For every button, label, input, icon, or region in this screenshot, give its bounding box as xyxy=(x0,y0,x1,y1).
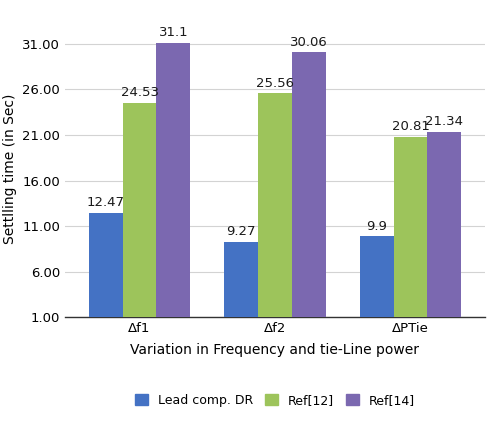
Bar xyxy=(292,52,326,327)
Bar xyxy=(156,43,190,327)
Text: 30.06: 30.06 xyxy=(290,36,328,49)
Text: 12.47: 12.47 xyxy=(86,196,124,209)
Text: 31.1: 31.1 xyxy=(158,26,188,39)
Bar xyxy=(258,93,292,327)
Legend: Lead comp. DR, Ref[12], Ref[14]: Lead comp. DR, Ref[12], Ref[14] xyxy=(130,389,420,412)
Y-axis label: Settlling time (in Sec): Settlling time (in Sec) xyxy=(2,94,16,244)
Text: 9.9: 9.9 xyxy=(366,220,387,233)
Text: 20.81: 20.81 xyxy=(392,120,430,133)
Bar xyxy=(428,132,462,327)
Bar xyxy=(394,137,428,327)
Text: 21.34: 21.34 xyxy=(426,115,464,128)
Text: 24.53: 24.53 xyxy=(120,86,158,99)
Bar xyxy=(224,242,258,327)
Bar xyxy=(360,236,394,327)
Text: 25.56: 25.56 xyxy=(256,77,294,90)
Text: 9.27: 9.27 xyxy=(226,225,256,238)
Bar xyxy=(122,103,156,327)
X-axis label: Variation in Frequency and tie-Line power: Variation in Frequency and tie-Line powe… xyxy=(130,343,420,357)
Bar xyxy=(88,213,122,327)
